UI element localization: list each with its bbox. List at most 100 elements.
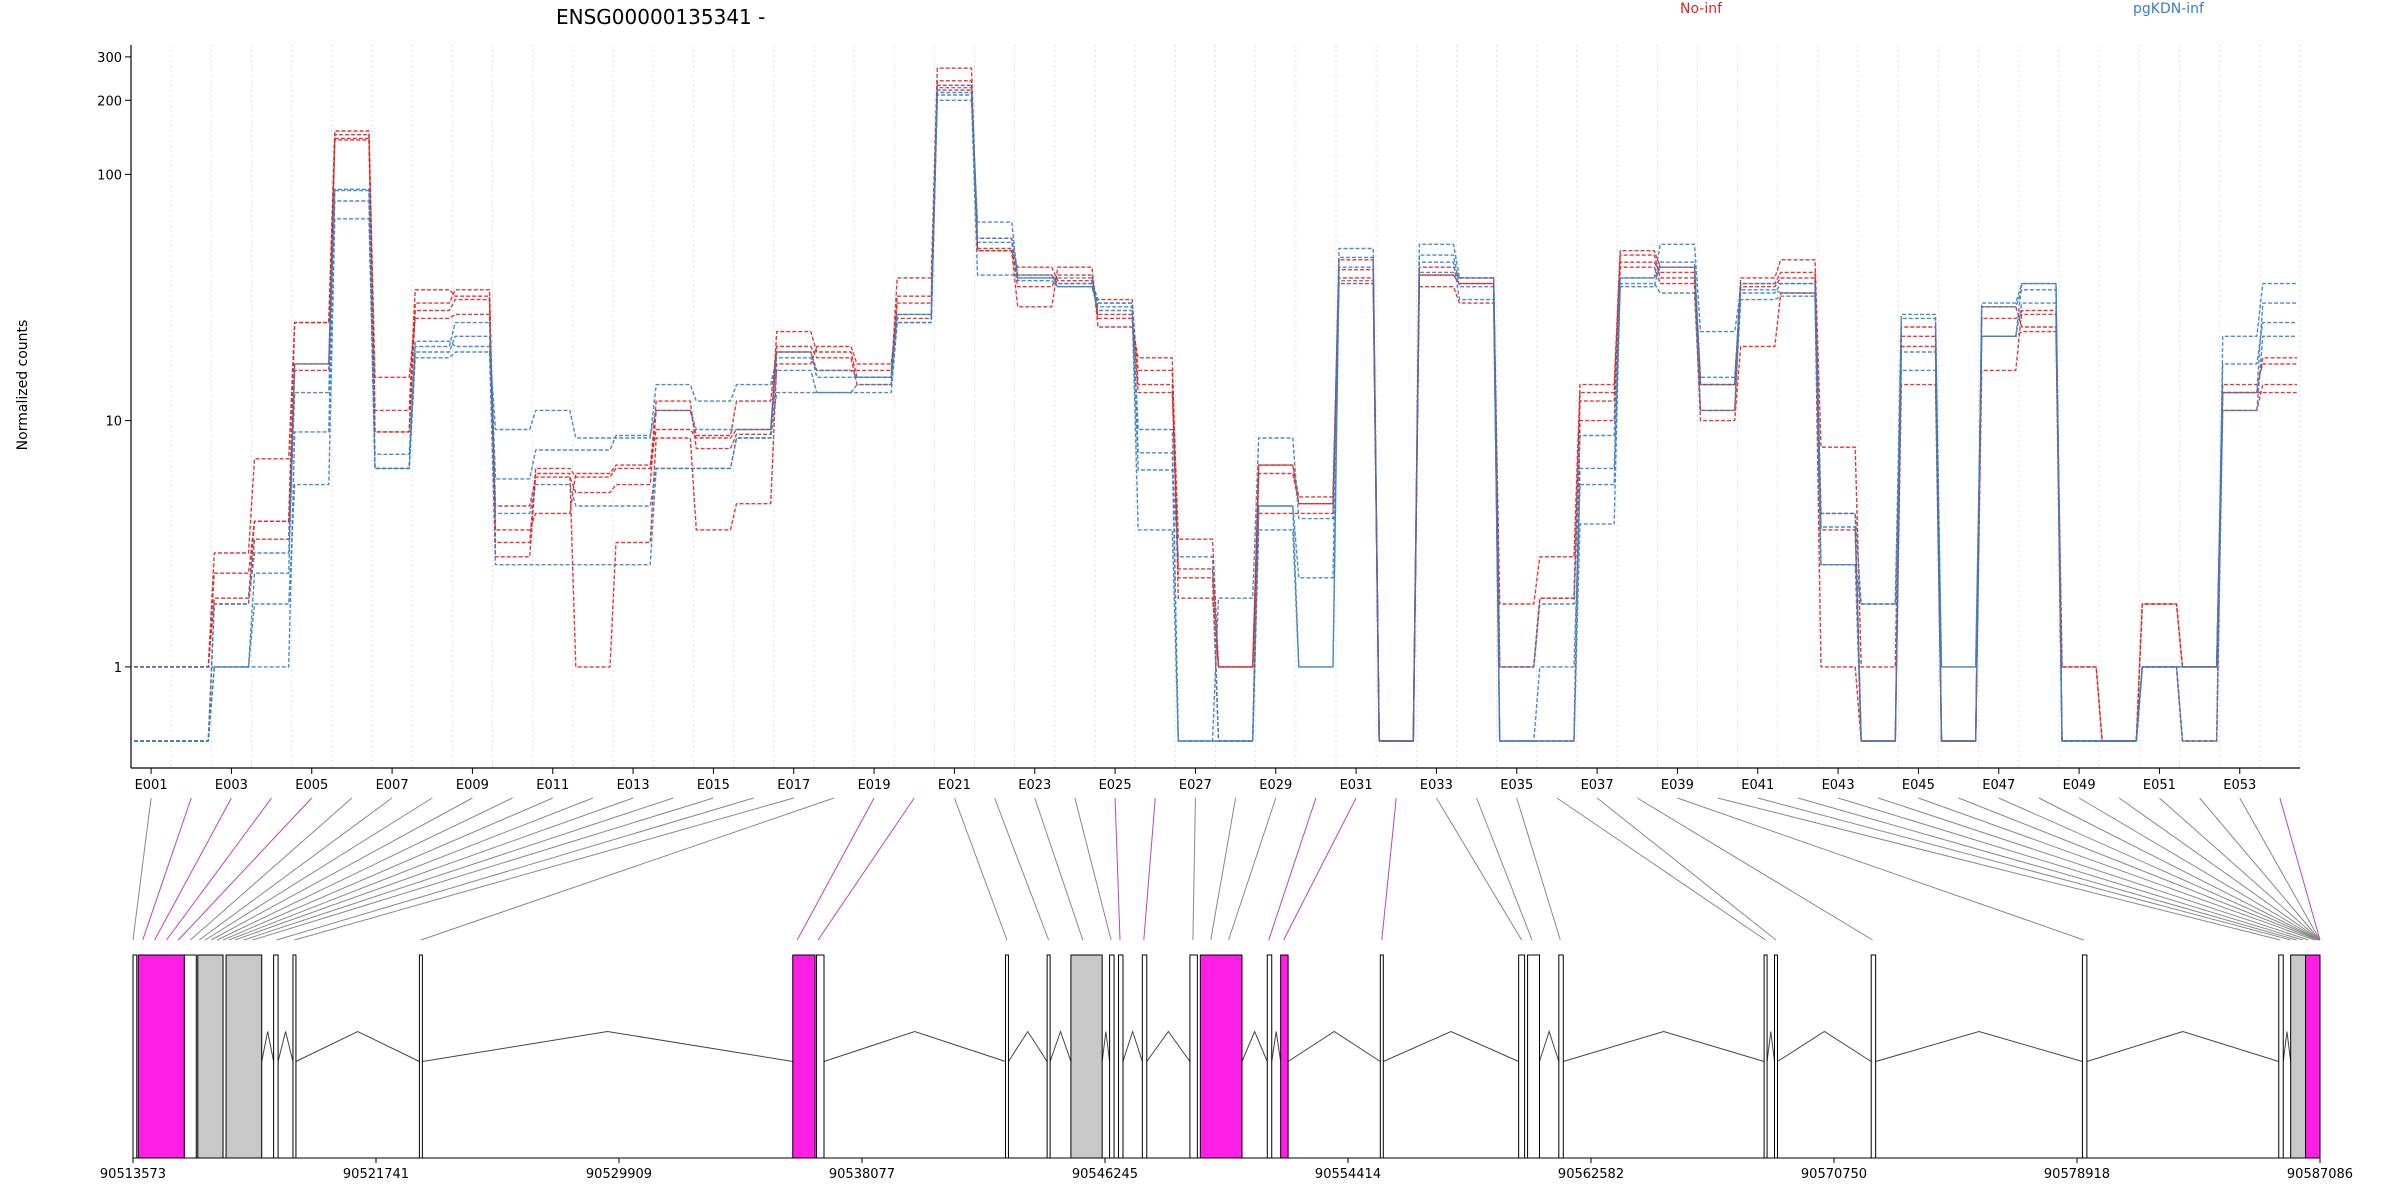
x-tick-label: E031: [1340, 778, 1373, 793]
series-line-pgkdn-inf-7: [134, 91, 2297, 742]
intron-line: [422, 1030, 793, 1062]
exon-connector: [132, 797, 152, 941]
x-tick-label: E015: [697, 778, 730, 793]
x-tick-label: E021: [938, 778, 971, 793]
exon-connector: [204, 797, 433, 941]
exon-connector: [1143, 797, 1156, 941]
x-tick-label: E007: [376, 778, 409, 793]
exon-block: [1527, 954, 1540, 1159]
x-tick-label: E003: [215, 778, 248, 793]
exon-block: [183, 954, 197, 1159]
exon-block: [792, 954, 816, 1159]
genomic-tick-label: 90529909: [586, 1167, 652, 1182]
exon-connector: [1114, 797, 1121, 941]
exon-block: [1379, 954, 1384, 1159]
chart-title: ENSG00000135341 -: [556, 5, 765, 29]
exon-block: [1266, 954, 1273, 1159]
intron-line: [1766, 1031, 1776, 1062]
exon-connector: [1192, 797, 1196, 941]
intron-line: [1146, 1030, 1191, 1062]
legend-label-pgkdn-inf: pgKDN-inf: [2133, 1, 2205, 17]
intron-line: [2086, 1030, 2279, 1062]
exon-connector: [1998, 797, 2320, 941]
x-tick-label: E019: [858, 778, 891, 793]
exon-block: [197, 954, 224, 1159]
x-tick-label: E027: [1179, 778, 1212, 793]
exon-connector: [252, 797, 714, 941]
exon-block: [1118, 954, 1124, 1159]
exon-block: [418, 954, 423, 1159]
exon-block: [1280, 954, 1289, 1159]
series-line-no-inf-3: [134, 84, 2297, 742]
exon-connector: [1435, 797, 1523, 941]
exon-block: [292, 954, 297, 1159]
exon-connector: [2118, 797, 2320, 941]
intron-line: [1563, 1030, 1765, 1062]
exon-connector: [1268, 797, 1317, 941]
exon-block: [1141, 954, 1148, 1159]
exon-connector: [994, 797, 1050, 941]
exon-connector: [166, 797, 272, 941]
exon-connectors: [132, 797, 2321, 941]
x-tick-label: E023: [1018, 778, 1051, 793]
intron-line: [1101, 1031, 1111, 1062]
exon-connector: [2199, 797, 2321, 941]
exon-connector: [142, 797, 192, 941]
exon-connector: [817, 797, 915, 941]
x-tick-label: E017: [777, 778, 810, 793]
intron-line: [1539, 1029, 1560, 1062]
y-axis-label: Normalized counts: [15, 320, 31, 451]
exon-block: [2081, 954, 2088, 1159]
intron-line: [277, 1031, 294, 1062]
exon-connector: [1210, 797, 1237, 941]
exon-connector: [1476, 797, 1533, 941]
x-tick-label: E053: [2223, 778, 2256, 793]
x-tick-label: E051: [2143, 778, 2176, 793]
exon-connector: [154, 797, 232, 941]
exon-connector: [294, 797, 794, 941]
x-tick-label: E035: [1500, 778, 1533, 793]
exon-connector: [222, 797, 553, 941]
genomic-tick-label: 90546245: [1072, 1167, 1138, 1182]
exon-block: [137, 954, 185, 1159]
y-tick-label: 200: [97, 94, 122, 109]
legend-label-no-inf: No-inf: [1680, 1, 1723, 17]
x-tick-label: E049: [2063, 778, 2096, 793]
x-tick-label: E005: [295, 778, 328, 793]
intron-line: [1049, 1029, 1072, 1062]
exon-connector: [234, 797, 634, 941]
exon-connector: [953, 797, 1008, 941]
exon-block: [816, 954, 825, 1159]
x-tick-label: E039: [1661, 778, 1694, 793]
exon-connector: [2038, 797, 2320, 941]
exon-block: [1763, 954, 1768, 1159]
intron-line: [1383, 1030, 1519, 1062]
y-tick-label: 1: [114, 661, 122, 676]
exon-connector: [1918, 797, 2315, 941]
exon-connector: [2239, 797, 2321, 941]
exon-block: [1774, 954, 1778, 1159]
x-tick-label: E047: [1982, 778, 2015, 793]
y-tick-label: 100: [97, 168, 122, 183]
x-tick-label: E013: [617, 778, 650, 793]
exon-connector: [796, 797, 875, 941]
x-tick-label: E025: [1099, 778, 1132, 793]
intron-line: [295, 1030, 420, 1062]
intron-line: [1241, 1030, 1268, 1062]
x-tick-label: E041: [1741, 778, 1774, 793]
exon-connector: [1958, 797, 2318, 941]
intron-line: [1271, 1031, 1282, 1062]
x-tick-label: E011: [536, 778, 569, 793]
exon-block: [273, 954, 279, 1159]
genomic-tick-label: 90587086: [2287, 1167, 2353, 1182]
exon-connector: [210, 797, 473, 941]
exon-block: [1189, 954, 1198, 1159]
y-tick-label: 10: [105, 415, 122, 430]
exon-block: [225, 954, 263, 1159]
exon-block: [1070, 954, 1103, 1159]
x-tick-label: E001: [135, 778, 168, 793]
series-line-no-inf-0: [134, 67, 2297, 742]
exon-block: [1199, 954, 1243, 1159]
genomic-tick-label: 90562582: [1558, 1167, 1624, 1182]
intron-line: [1875, 1030, 2083, 1062]
